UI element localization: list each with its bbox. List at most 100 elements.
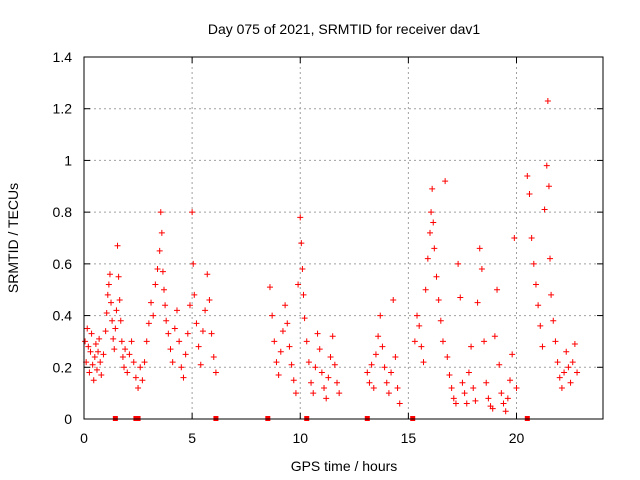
data-point [452,400,459,407]
data-point [463,400,470,407]
data-point [118,338,125,345]
data-point [84,325,91,332]
data-point [316,346,323,353]
data-point [368,361,375,368]
data-point [442,178,449,185]
data-point [96,335,103,342]
x-tick-label: 20 [509,430,525,446]
plot-frame [83,56,604,420]
y-tick-label: 1.4 [53,49,73,65]
data-point [112,325,119,332]
data-point [561,369,568,376]
data-point [158,229,165,236]
data-point [489,405,496,412]
data-point [154,266,161,273]
data-point [550,317,557,324]
data-point [474,299,481,306]
data-point [437,317,444,324]
data-point [290,377,297,384]
data-point [299,266,306,273]
data-point [325,374,332,381]
data-point [565,364,572,371]
data-point [552,338,559,345]
data-point [336,390,343,397]
data-point [152,281,159,288]
data-point [303,338,310,345]
data-point [416,322,423,329]
data-point [392,353,399,360]
data-point [193,320,200,327]
data-point [103,309,110,316]
data-point [95,348,102,355]
data-point [544,97,551,104]
data-point [446,372,453,379]
data-point [106,271,113,278]
data-point [266,284,273,291]
data-point [571,341,578,348]
data-point [331,361,338,368]
data-point [104,291,111,298]
data-point [92,341,99,348]
data-point [433,273,440,280]
x-axis-label: GPS time / hours [291,458,398,474]
data-point [427,229,433,236]
data-point [301,315,308,322]
data-point [548,291,555,298]
data-point [448,384,455,391]
data-point [273,359,280,366]
data-point [556,374,563,381]
data-point [298,240,305,247]
data-point [288,361,295,368]
y-tick-label: 0.6 [53,256,73,272]
data-point [275,372,282,379]
data-point [93,366,100,373]
data-point [286,343,293,350]
data-point [119,353,126,360]
data-point [308,379,315,386]
data-point [567,379,574,386]
data-point [388,369,395,376]
data-point [86,369,93,376]
data-point [411,338,418,345]
data-point [468,343,475,350]
data-point [182,351,189,358]
data-point [472,397,479,404]
data-point [130,359,137,366]
data-point [526,191,533,198]
data-point [145,320,152,327]
data-point [277,348,284,355]
data-point [327,353,334,360]
data-point [156,247,163,254]
data-point [414,312,421,319]
data-point [269,312,276,319]
data-point [554,359,561,366]
data-point [513,384,520,391]
y-tick-label: 0.4 [53,308,73,324]
y-tick-label: 1 [64,152,72,168]
data-point [485,395,492,402]
data-point [450,395,457,402]
y-axis-label: SRMTID / TECUs [5,183,21,293]
data-point [532,281,539,288]
data-point [461,390,468,397]
data-point [173,307,180,314]
data-point [329,333,336,340]
data-point [115,273,122,280]
data-point [141,359,148,366]
data-point [113,307,120,314]
data-point [114,242,121,249]
data-point [545,183,552,190]
data-point [82,338,89,345]
data-point [124,369,131,376]
data-point [429,185,436,192]
data-point [334,379,341,386]
data-point [128,338,135,345]
data-point [504,395,511,402]
data-point [383,379,390,386]
data-point [483,379,490,386]
data-point [206,297,213,304]
data-point [161,286,168,293]
data-point [159,268,166,275]
data-point [89,361,96,368]
data-point [199,328,206,335]
